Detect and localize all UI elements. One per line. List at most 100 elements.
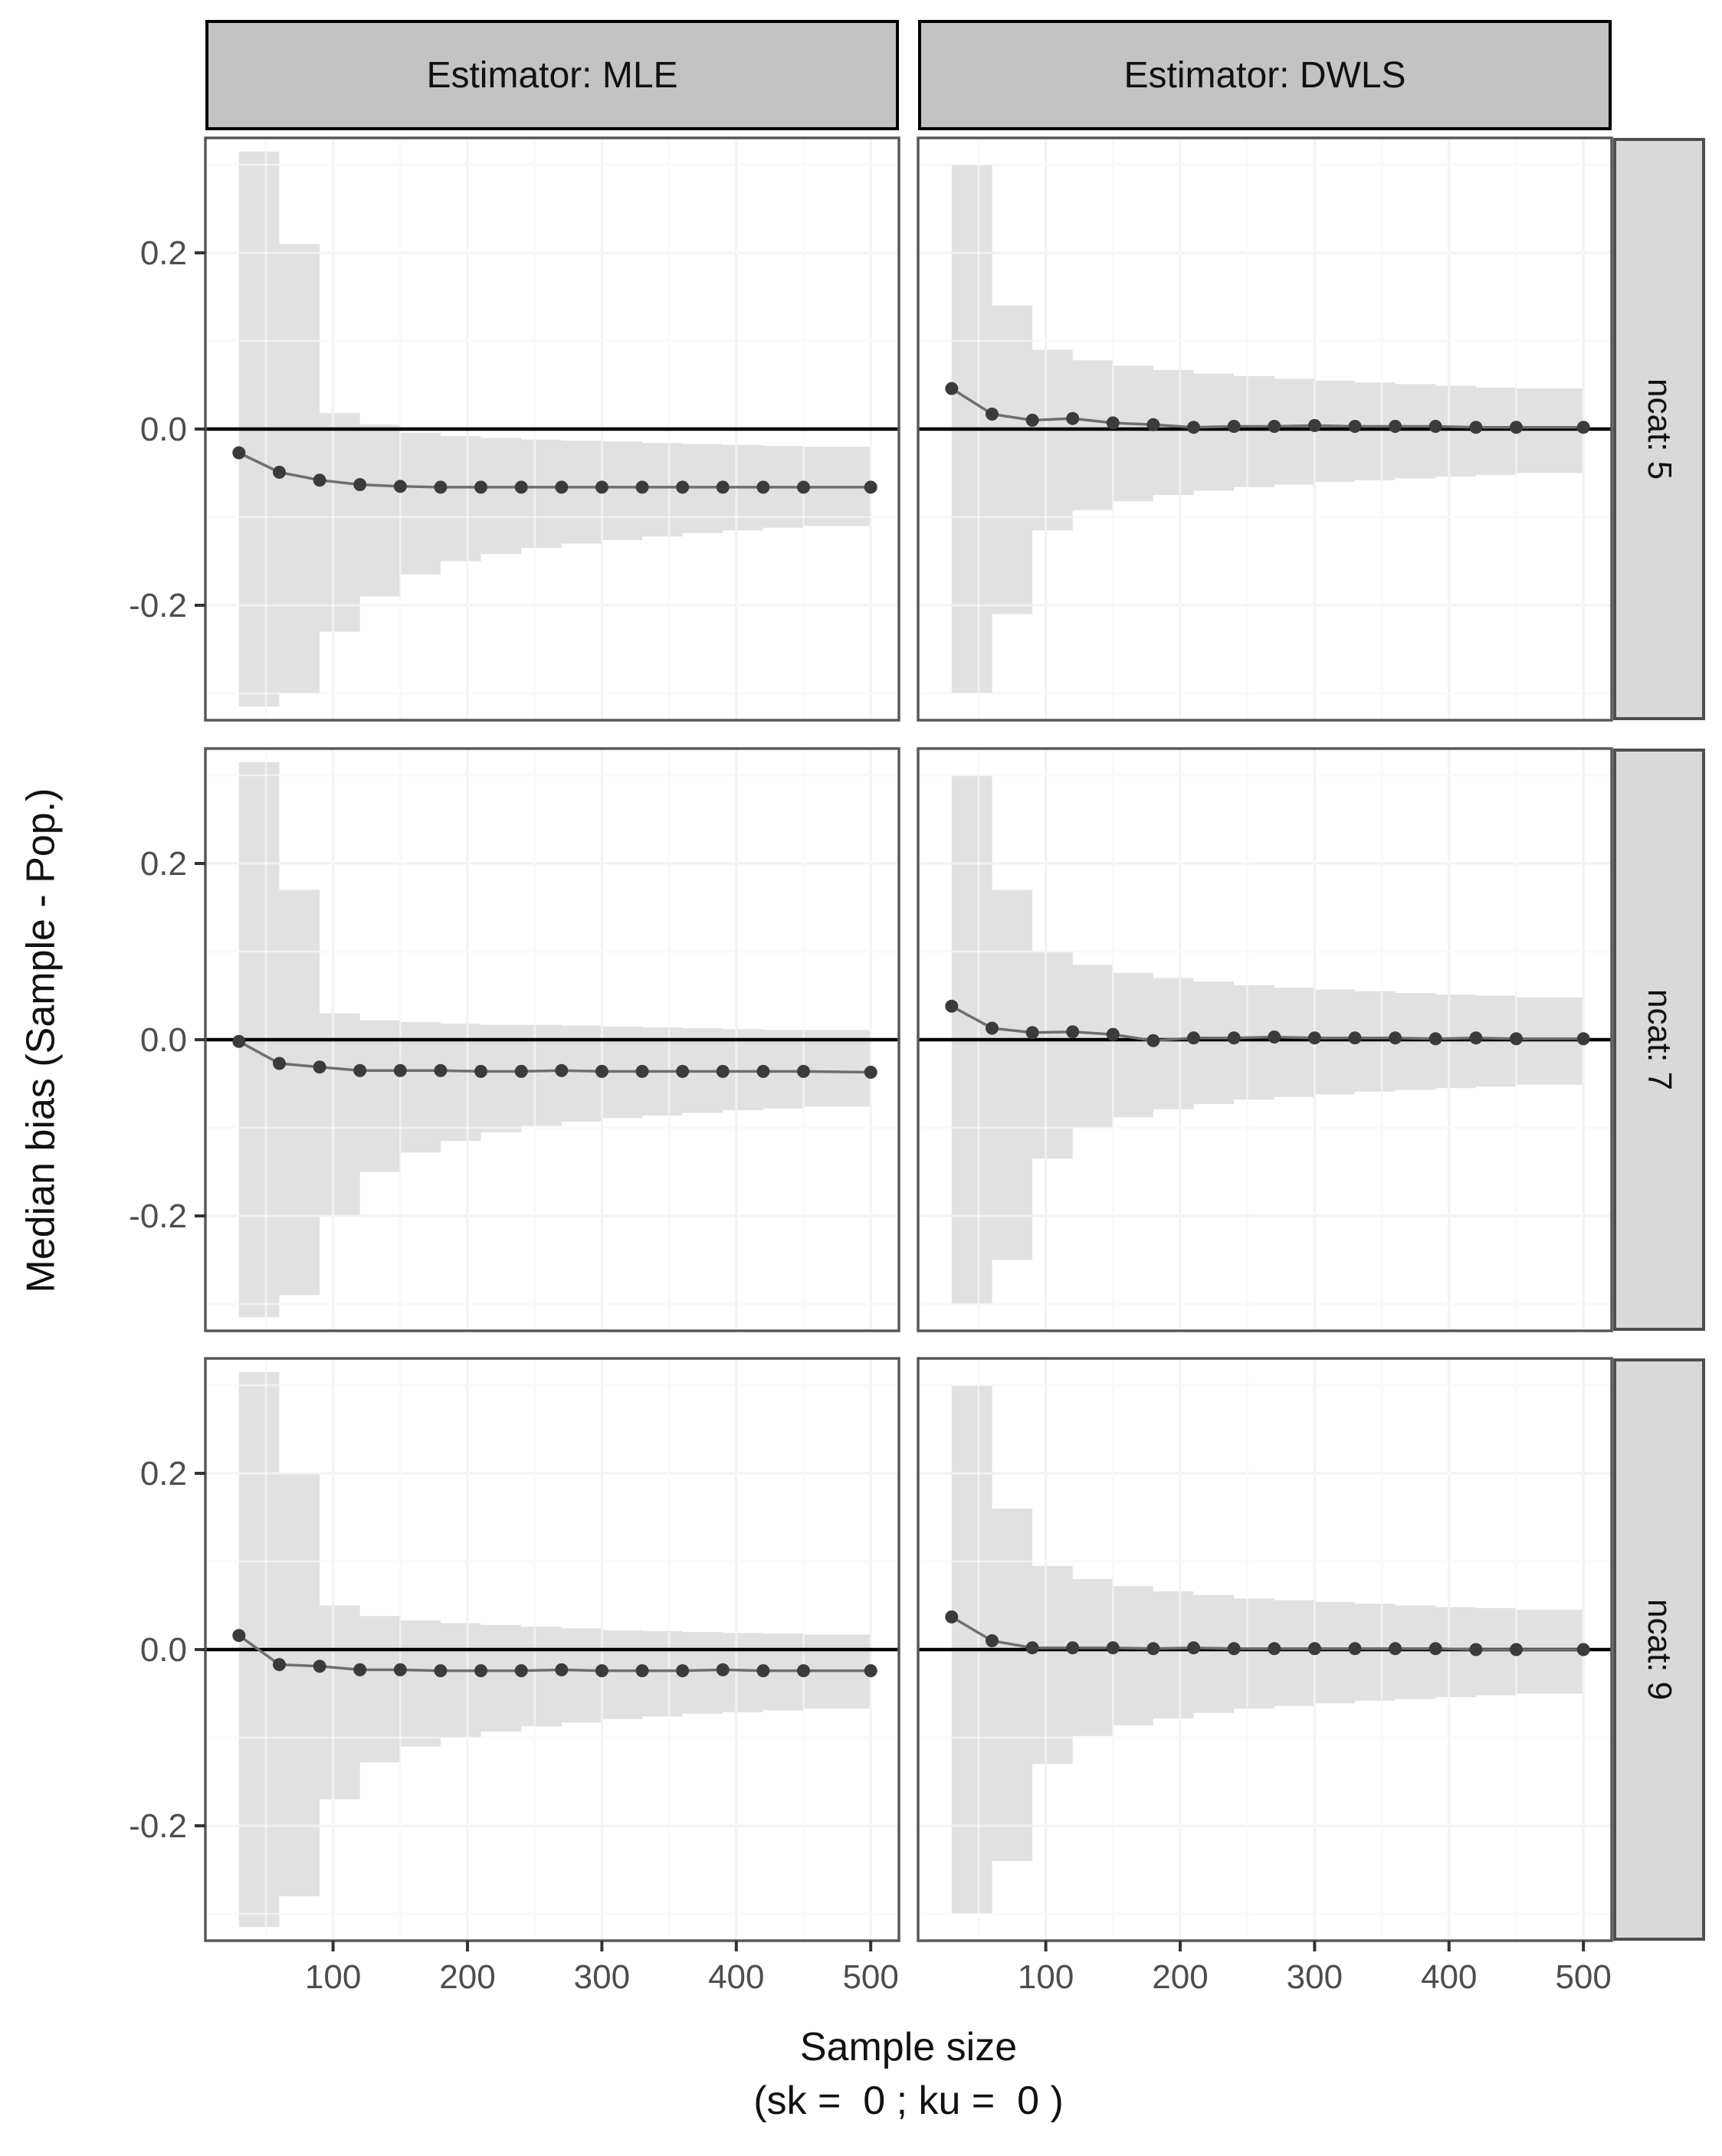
y-tick-label: 0.0 (140, 1631, 187, 1669)
facet-strip-ncat-5: ncat: 5 (1613, 138, 1705, 720)
data-point (1576, 421, 1590, 434)
x-tick-label: 200 (439, 1958, 495, 1996)
data-point (353, 478, 367, 491)
data-point (514, 1064, 528, 1078)
confidence-ribbon (238, 151, 871, 707)
panel-estimator-dwls-ncat-5 (917, 136, 1613, 722)
y-tick-label: 0.2 (140, 845, 187, 883)
data-point (635, 480, 649, 494)
data-point (797, 1064, 810, 1078)
y-tick-label: 0.0 (140, 1021, 187, 1059)
data-point (273, 1658, 286, 1672)
data-point (555, 1063, 569, 1077)
data-point (635, 1064, 649, 1078)
data-point (1066, 1025, 1080, 1039)
median-bias-line (950, 387, 1584, 429)
data-point (1025, 1641, 1039, 1655)
data-point (1576, 1032, 1590, 1046)
data-point (1348, 1031, 1362, 1045)
data-point (676, 480, 690, 494)
data-point (474, 480, 487, 494)
data-point (595, 480, 608, 494)
data-point (756, 1064, 770, 1078)
data-point (555, 480, 569, 494)
data-point (1146, 418, 1160, 431)
data-point (1227, 1031, 1241, 1045)
data-point (1146, 1034, 1160, 1047)
facet-strip-label: ncat: 7 (1641, 988, 1678, 1091)
panel-estimator-mle-ncat-9: 0.2 0.0 -0.2 100 200 300 400 500 (129, 1357, 900, 1996)
data-point (1187, 1031, 1200, 1045)
data-point (232, 1629, 246, 1643)
data-point (393, 1663, 407, 1676)
panel-estimator-dwls-ncat-7 (917, 747, 1613, 1332)
data-point (434, 1063, 448, 1077)
data-point (1510, 421, 1523, 434)
panel-estimator-mle-ncat-7: 0.2 0.0 -0.2 (129, 747, 900, 1332)
data-point (986, 408, 999, 421)
data-point (1428, 1032, 1442, 1046)
data-point (1510, 1643, 1523, 1656)
data-point (1187, 421, 1200, 434)
data-point (514, 1664, 528, 1678)
facet-strip-estimator-dwls: Estimator: DWLS (918, 20, 1612, 130)
facet-strip-ncat-7: ncat: 7 (1613, 749, 1705, 1331)
x-tick-label: 500 (1555, 1958, 1611, 1996)
data-point (864, 480, 877, 494)
panel-border (917, 747, 1613, 1332)
y-tick-label: -0.2 (129, 587, 187, 624)
x-tick-label: 100 (305, 1958, 361, 1996)
data-point (1348, 1642, 1362, 1656)
data-point (1106, 1027, 1120, 1041)
data-point (1268, 1642, 1281, 1656)
data-point (595, 1664, 608, 1678)
data-point (474, 1064, 487, 1078)
y-tick-label: -0.2 (129, 1198, 187, 1235)
data-point (797, 480, 810, 494)
median-bias-line (238, 1634, 871, 1673)
data-point (232, 446, 246, 460)
facet-strip-label: Estimator: DWLS (1123, 54, 1406, 96)
data-point (393, 1063, 407, 1077)
facet-strip-label: ncat: 5 (1641, 378, 1678, 480)
y-tick-label: 0.2 (140, 234, 187, 272)
data-point (1428, 420, 1442, 433)
data-point (1066, 1641, 1080, 1655)
data-point (1268, 420, 1281, 433)
data-point (1227, 420, 1241, 433)
data-point (1389, 1642, 1402, 1656)
x-tick-label: 400 (708, 1958, 764, 1996)
data-point (1268, 1030, 1281, 1044)
x-axis-subtitle: (sk = 0 ; ku = 0 ) (753, 2079, 1064, 2123)
data-point (864, 1664, 877, 1678)
panel-estimator-dwls-ncat-9: 100 200 300 400 500 (917, 1357, 1613, 1996)
median-bias-line (238, 1040, 871, 1074)
data-point (273, 465, 286, 479)
data-point (313, 1060, 326, 1074)
data-point (1389, 1031, 1402, 1045)
data-point (716, 480, 730, 494)
facet-strip-label: Estimator: MLE (426, 54, 678, 96)
data-point (1307, 1642, 1321, 1656)
data-point (986, 1021, 999, 1035)
data-point (864, 1066, 877, 1079)
data-point (1227, 1642, 1241, 1656)
x-tick-label: 100 (1018, 1958, 1074, 1996)
data-point (555, 1663, 569, 1676)
x-tick-label: 200 (1152, 1958, 1208, 1996)
data-point (1146, 1642, 1160, 1656)
data-point (756, 1664, 770, 1678)
y-tick-label: 0.2 (140, 1455, 187, 1492)
y-tick-label: -0.2 (129, 1807, 187, 1845)
data-point (1576, 1643, 1590, 1656)
data-point (797, 1664, 810, 1678)
data-point (273, 1057, 286, 1070)
data-point (434, 480, 448, 494)
data-point (353, 1063, 367, 1077)
data-point (1428, 1642, 1442, 1656)
data-point (434, 1664, 448, 1678)
panel-border (917, 136, 1613, 722)
data-point (1066, 411, 1080, 425)
